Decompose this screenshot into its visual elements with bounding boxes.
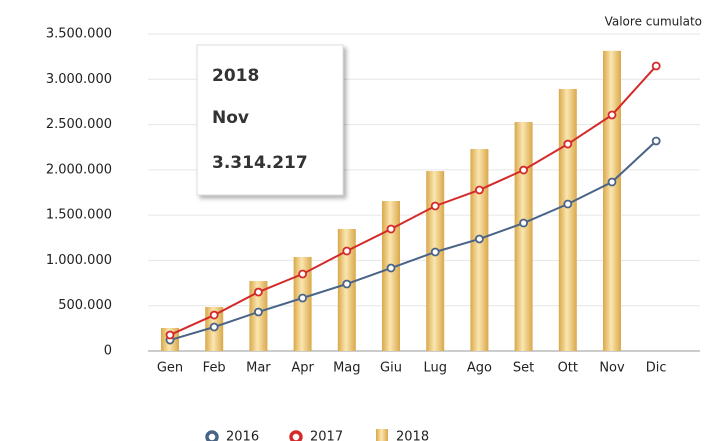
marker — [519, 165, 528, 175]
y-tick-label: 1.500.000 — [46, 208, 112, 223]
marker — [165, 330, 175, 340]
x-tick-label: Ago — [467, 361, 492, 376]
tooltip-series: 2018 — [212, 66, 259, 86]
x-tick-label: Lug — [423, 361, 447, 376]
x-tick-label: Gen — [157, 361, 183, 376]
marker — [607, 177, 617, 187]
x-tick-label: Ott — [558, 361, 578, 376]
y-tick-label: 3.000.000 — [46, 72, 112, 87]
tooltip-category: Nov — [212, 108, 249, 128]
marker — [474, 185, 484, 195]
bar — [382, 201, 400, 351]
marker — [651, 136, 661, 146]
line — [169, 140, 657, 342]
marker — [209, 322, 219, 332]
marker — [386, 224, 396, 234]
marker — [298, 293, 308, 303]
marker — [651, 61, 661, 71]
bar — [603, 50, 621, 352]
marker — [430, 247, 440, 257]
y-tick-label: 2.000.000 — [46, 162, 112, 177]
marker — [563, 199, 573, 209]
marker — [253, 307, 263, 317]
y-tick-label: 2.500.000 — [46, 117, 112, 132]
x-tick-label: Mag — [333, 361, 360, 376]
bar — [426, 171, 445, 351]
marker — [298, 269, 308, 279]
x-tick-label: Giu — [380, 361, 402, 376]
x-tick-label: Set — [513, 361, 534, 376]
tooltip-box — [196, 44, 344, 196]
marker — [519, 218, 528, 228]
line — [169, 65, 657, 336]
bar — [337, 229, 356, 351]
marker — [342, 246, 352, 256]
marker — [563, 139, 573, 149]
chart-title: Valore cumulato — [605, 15, 702, 29]
bar — [470, 149, 489, 351]
x-tick-label: Nov — [599, 361, 625, 376]
bar — [558, 88, 577, 351]
marker — [342, 279, 352, 289]
marker — [386, 263, 396, 273]
legend-swatch — [376, 429, 388, 441]
marker — [430, 201, 440, 211]
marker — [474, 234, 484, 244]
plot: 0 500.000 1.000.000 1.500.000 2.000.000 2.500… — [46, 27, 700, 441]
legend-swatch — [205, 430, 219, 441]
legend-label: 2016 — [226, 430, 259, 441]
x-tick-label: Dic — [646, 361, 667, 376]
y-tick-label: 0 — [104, 344, 112, 359]
x-tick-label: Feb — [203, 361, 226, 376]
y-tick-label: 3.500.000 — [46, 27, 112, 42]
bar — [514, 122, 533, 351]
x-tick-label: Mar — [246, 361, 271, 376]
marker — [607, 110, 617, 120]
marker — [209, 310, 219, 320]
y-tick-label: 500.000 — [58, 298, 112, 313]
legend-label: 2018 — [396, 430, 429, 441]
bar — [293, 256, 312, 351]
tooltip-value: 3.314.217 — [212, 153, 308, 173]
y-tick-label: 1.000.000 — [46, 253, 112, 268]
x-tick-label: Apr — [291, 361, 314, 376]
legend-swatch — [289, 430, 303, 441]
tooltip: 2018 Nov 3.314.217 — [196, 44, 344, 196]
legend-label: 2017 — [310, 430, 343, 441]
marker — [253, 287, 263, 297]
